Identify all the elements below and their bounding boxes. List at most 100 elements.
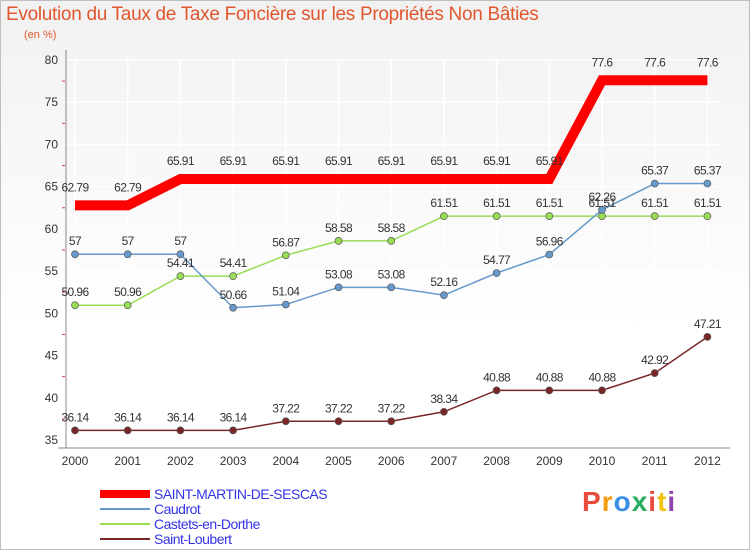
x-tick-label: 2001 — [114, 454, 141, 468]
legend-label: Caudrot — [154, 501, 201, 517]
data-label-saint-martin-de-sescas: 65.91 — [378, 154, 406, 168]
data-point-caudrot — [598, 205, 606, 214]
data-point-saint-loubert — [650, 369, 659, 377]
data-point-saint-loubert — [387, 417, 396, 426]
data-label-castets-en-dorthe: 61.51 — [588, 196, 616, 210]
proxiti-logo: Proxiti — [582, 486, 676, 518]
y-tick-label: 45 — [45, 349, 59, 363]
data-point-castets-en-dorthe — [650, 212, 659, 220]
data-label-saint-martin-de-sescas: 65.91 — [272, 154, 300, 168]
data-label-caudrot: 51.04 — [272, 285, 300, 299]
x-tick-label: 2008 — [483, 454, 510, 468]
x-tick-label: 2011 — [642, 454, 668, 468]
data-point-castets-en-dorthe — [703, 212, 712, 220]
data-label-saint-loubert: 36.14 — [61, 410, 89, 424]
data-point-castets-en-dorthe — [387, 237, 396, 245]
y-tick-label: 80 — [45, 53, 59, 67]
logo-letter: o — [613, 486, 632, 517]
data-label-saint-loubert: 36.14 — [167, 410, 195, 424]
x-tick-label: 2007 — [431, 454, 458, 468]
data-label-caudrot: 54.77 — [483, 253, 511, 267]
data-point-saint-loubert — [492, 386, 501, 395]
data-point-castets-en-dorthe — [71, 301, 79, 310]
x-tick-label: 2006 — [378, 454, 405, 468]
data-point-saint-loubert — [229, 426, 237, 435]
y-tick-label: 70 — [45, 137, 59, 151]
x-tick-label: 2012 — [694, 454, 721, 468]
data-label-caudrot: 62.26 — [588, 190, 616, 204]
y-tick-label: 60 — [45, 222, 59, 236]
data-point-castets-en-dorthe — [229, 272, 237, 280]
data-label-saint-loubert: 47.21 — [694, 317, 722, 331]
legend-item-caudrot: Caudrot — [100, 501, 430, 517]
data-label-saint-martin-de-sescas: 65.91 — [483, 154, 511, 168]
data-point-caudrot — [229, 303, 237, 312]
data-point-caudrot — [334, 283, 343, 292]
data-label-caudrot: 53.08 — [378, 267, 406, 281]
data-label-caudrot: 57 — [122, 234, 135, 248]
legend-item-saint-martin: SAINT-MARTIN-DE-SESCAS — [100, 486, 430, 502]
data-label-castets-en-dorthe: 56.87 — [272, 235, 300, 249]
data-point-caudrot — [71, 250, 79, 259]
logo-letter: P — [582, 486, 602, 517]
data-point-caudrot — [281, 300, 290, 309]
data-label-saint-loubert: 42.92 — [641, 353, 669, 367]
data-point-caudrot — [650, 179, 659, 188]
chart-title: Evolution du Taux de Taxe Foncière sur l… — [6, 4, 539, 25]
data-label-castets-en-dorthe: 54.41 — [220, 256, 248, 270]
data-label-castets-en-dorthe: 58.58 — [325, 221, 353, 235]
data-label-saint-martin-de-sescas: 65.91 — [430, 154, 458, 168]
legend-label: Castets-en-Dorthe — [154, 516, 260, 532]
data-label-caudrot: 57 — [174, 234, 187, 248]
data-label-castets-en-dorthe: 61.51 — [483, 196, 511, 210]
y-tick-label: 65 — [45, 180, 59, 194]
data-label-saint-martin-de-sescas: 65.91 — [325, 154, 353, 168]
data-point-castets-en-dorthe — [598, 212, 606, 220]
data-label-saint-loubert: 38.34 — [430, 392, 458, 406]
data-point-caudrot — [176, 250, 185, 259]
data-point-saint-loubert — [281, 417, 290, 426]
data-point-caudrot — [440, 291, 448, 299]
data-point-castets-en-dorthe — [440, 212, 448, 220]
logo-letter: i — [648, 486, 658, 517]
data-label-caudrot: 65.37 — [694, 164, 722, 178]
legend-item-castets: Castets-en-Dorthe — [100, 516, 430, 532]
data-label-castets-en-dorthe: 58.58 — [378, 221, 406, 235]
y-tick-label: 55 — [45, 264, 59, 278]
legend-label: Saint-Loubert — [154, 531, 232, 547]
y-tick-label: 40 — [45, 391, 59, 405]
x-tick-label: 2002 — [167, 454, 194, 468]
x-tick-label: 2003 — [220, 454, 247, 468]
data-point-caudrot — [123, 250, 132, 259]
legend-swatch — [100, 508, 150, 510]
data-label-castets-en-dorthe: 61.51 — [430, 196, 458, 210]
legend-swatch — [100, 538, 150, 540]
data-label-caudrot: 65.37 — [641, 164, 669, 178]
legend-item-saint-loubert: Saint-Loubert — [100, 531, 430, 547]
data-label-castets-en-dorthe: 61.51 — [694, 196, 722, 210]
data-label-saint-martin-de-sescas: 65.91 — [220, 154, 248, 168]
data-label-saint-martin-de-sescas: 77.6 — [592, 55, 614, 69]
data-label-saint-loubert: 40.88 — [536, 370, 564, 384]
data-point-saint-loubert — [334, 417, 343, 426]
data-label-caudrot: 57 — [69, 234, 82, 248]
logo-letter: i — [667, 486, 677, 517]
data-point-saint-loubert — [71, 426, 79, 435]
data-label-saint-loubert: 37.22 — [325, 401, 353, 415]
data-label-castets-en-dorthe: 54.41 — [167, 256, 195, 270]
data-point-saint-loubert — [440, 407, 448, 416]
data-label-saint-martin-de-sescas: 77.6 — [697, 55, 719, 69]
x-tick-label: 2004 — [272, 454, 299, 468]
data-label-caudrot: 53.08 — [325, 267, 353, 281]
data-point-castets-en-dorthe — [334, 237, 343, 245]
legend-label: SAINT-MARTIN-DE-SESCAS — [154, 486, 328, 502]
y-tick-label: 35 — [45, 433, 59, 447]
data-point-saint-loubert — [598, 386, 606, 395]
data-label-saint-martin-de-sescas: 65.91 — [536, 154, 564, 168]
data-label-caudrot: 52.16 — [430, 275, 458, 289]
data-point-caudrot — [492, 269, 501, 277]
data-label-saint-martin-de-sescas: 62.79 — [114, 180, 142, 194]
data-point-castets-en-dorthe — [281, 251, 290, 260]
